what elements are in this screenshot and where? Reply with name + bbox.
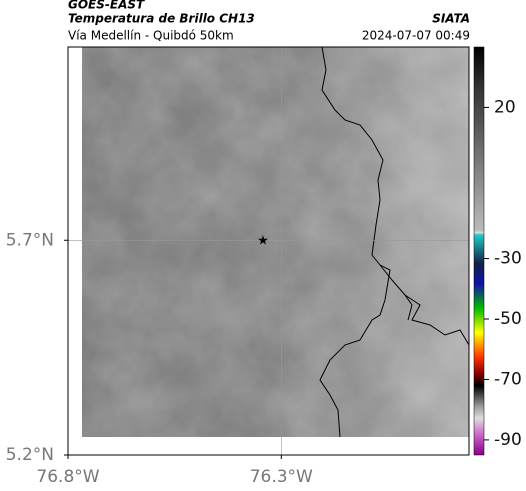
y-tick-label: 5.2°N	[6, 445, 54, 465]
colorbar-tick-label: -70	[494, 369, 522, 389]
satellite-image	[82, 47, 469, 437]
colorbar-tick-label: 20	[494, 97, 516, 117]
title: Temperatura de Brillo CH13	[68, 12, 255, 26]
x-tick-label: 76.8°W	[36, 467, 99, 487]
colorbar	[473, 46, 485, 456]
colorbar-tick-label: -50	[494, 309, 522, 329]
y-tick-label: 5.7°N	[6, 230, 54, 250]
colorbar-tick-label: -30	[494, 249, 522, 269]
boundaries	[319, 46, 470, 438]
location-marker: ★	[257, 234, 269, 249]
datetime: 2024-07-07 00:49	[362, 29, 470, 43]
x-tick-label: 76.3°W	[250, 467, 313, 487]
subtitle: Vía Medellín - Quibdó 50km	[68, 29, 234, 43]
org: SIATA	[432, 12, 470, 26]
map-frame	[67, 46, 470, 456]
source: GOES-EAST	[68, 0, 145, 12]
colorbar-tick-label: -90	[494, 430, 522, 450]
